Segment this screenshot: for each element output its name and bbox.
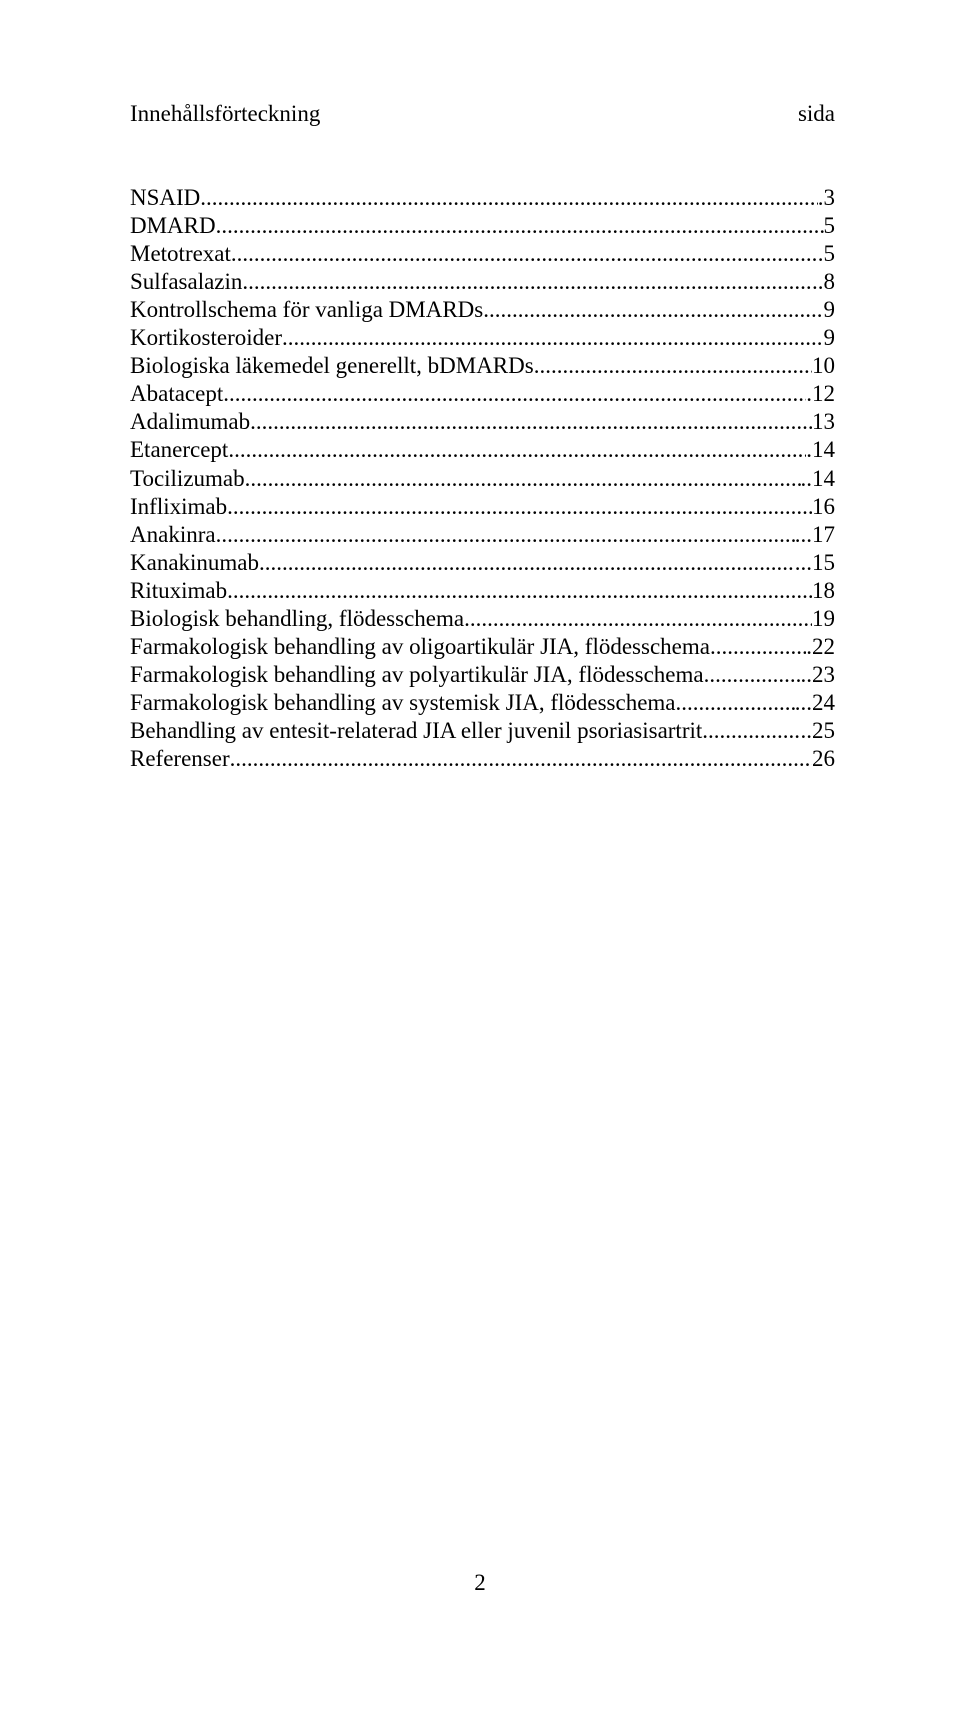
toc-label: Behandling av entesit-relaterad JIA elle… xyxy=(130,717,702,745)
toc-line: Tocilizumab ..14 xyxy=(130,465,835,493)
page: Innehållsförteckning sida NSAID.3DMARD5M… xyxy=(0,0,960,773)
toc-label: Kanakinumab xyxy=(130,549,259,577)
toc-line: Sulfasalazin ..8 xyxy=(130,268,835,296)
toc-leader xyxy=(227,577,812,605)
toc-leader xyxy=(228,436,806,464)
toc-label: Kortikosteroider xyxy=(130,324,282,352)
toc-page: 5 xyxy=(824,212,836,240)
toc-label: Abatacept xyxy=(130,380,223,408)
toc-page: 19 xyxy=(812,605,835,633)
toc-page: ..25 xyxy=(801,717,836,745)
toc-leader xyxy=(464,605,812,633)
toc-page: 18 xyxy=(812,577,835,605)
toc-leader xyxy=(282,324,823,352)
toc-leader xyxy=(230,745,812,773)
toc-label: Metotrexat xyxy=(130,240,231,268)
toc-line: Abatacept .12 xyxy=(130,380,835,408)
toc-leader xyxy=(216,521,795,549)
toc-leader xyxy=(259,549,795,577)
toc-page: 9 xyxy=(824,324,836,352)
toc-line: Referenser 26 xyxy=(130,745,835,773)
toc-page: .22 xyxy=(806,633,835,661)
toc-page: ...24 xyxy=(795,689,835,717)
toc-line: Infliximab 16 xyxy=(130,493,835,521)
toc-line: Rituximab 18 xyxy=(130,577,835,605)
toc-line: Biologiska läkemedel generellt, bDMARDs 1… xyxy=(130,352,835,380)
toc-leader xyxy=(227,493,812,521)
toc-line: Farmakologisk behandling av systemisk JI… xyxy=(130,689,835,717)
toc-leader xyxy=(483,296,823,324)
toc-label: Tocilizumab xyxy=(130,465,245,493)
toc-leader xyxy=(710,633,806,661)
page-number: 2 xyxy=(0,1570,960,1596)
toc-page: .3 xyxy=(818,184,835,212)
toc-page: .12 xyxy=(806,380,835,408)
toc-label: Adalimumab xyxy=(130,408,250,436)
toc-leader xyxy=(245,465,801,493)
toc-label: Kontrollschema för vanliga DMARDs xyxy=(130,296,483,324)
toc-line: Kanakinumab ...15 xyxy=(130,549,835,577)
toc-leader xyxy=(702,717,800,745)
toc-page: 13 xyxy=(812,408,835,436)
toc-page: 10 xyxy=(812,352,835,380)
toc-line: Behandling av entesit-relaterad JIA elle… xyxy=(130,717,835,745)
toc-page: ..23 xyxy=(801,661,836,689)
toc-label: Farmakologisk behandling av systemisk JI… xyxy=(130,689,676,717)
toc-page: 9 xyxy=(824,296,836,324)
toc-label: NSAID xyxy=(130,184,200,212)
toc-line: Adalimumab 13 xyxy=(130,408,835,436)
toc-label: DMARD xyxy=(130,212,216,240)
toc-label: Referenser xyxy=(130,745,230,773)
toc-label: Biologisk behandling, flödesschema xyxy=(130,605,464,633)
toc-label: Sulfasalazin xyxy=(130,268,242,296)
toc-label: Etanercept xyxy=(130,436,228,464)
toc-line: Kortikosteroider 9 xyxy=(130,324,835,352)
toc-title-right: sida xyxy=(798,100,835,128)
toc-page: .14 xyxy=(806,436,835,464)
toc-page: 16 xyxy=(812,493,835,521)
toc-leader xyxy=(223,380,806,408)
toc-line: Farmakologisk behandling av oligoartikul… xyxy=(130,633,835,661)
toc-page: ..8 xyxy=(812,268,835,296)
toc-leader xyxy=(676,689,795,717)
toc-leader xyxy=(534,352,812,380)
toc-line: NSAID .3 xyxy=(130,184,835,212)
toc-leader xyxy=(216,212,824,240)
toc-leader xyxy=(200,184,817,212)
toc-line: Kontrollschema för vanliga DMARDs 9 xyxy=(130,296,835,324)
toc-leader xyxy=(231,240,818,268)
toc-label: Anakinra xyxy=(130,521,216,549)
toc-label: Biologiska läkemedel generellt, bDMARDs xyxy=(130,352,534,380)
toc-line: Anakinra ...17 xyxy=(130,521,835,549)
toc-line: Etanercept .14 xyxy=(130,436,835,464)
toc-page: 26 xyxy=(812,745,835,773)
spacer xyxy=(130,156,835,184)
toc-page: ...17 xyxy=(795,521,835,549)
toc-line: DMARD 5 xyxy=(130,212,835,240)
toc-page: .5 xyxy=(818,240,835,268)
toc-title-left: Innehållsförteckning xyxy=(130,100,320,128)
toc-label: Rituximab xyxy=(130,577,227,605)
toc-label: Farmakologisk behandling av polyartikulä… xyxy=(130,661,704,689)
toc-line: Farmakologisk behandling av polyartikulä… xyxy=(130,661,835,689)
toc-leader xyxy=(242,268,812,296)
toc-leader xyxy=(704,661,801,689)
toc-title-row: Innehållsförteckning sida xyxy=(130,100,835,128)
toc-page: ..14 xyxy=(801,465,836,493)
toc-label: Infliximab xyxy=(130,493,227,521)
toc-leader xyxy=(250,408,812,436)
toc-page: ...15 xyxy=(795,549,835,577)
toc-label: Farmakologisk behandling av oligoartikul… xyxy=(130,633,710,661)
toc-line: Biologisk behandling, flödesschema 19 xyxy=(130,605,835,633)
toc-line: Metotrexat .5 xyxy=(130,240,835,268)
toc-list: NSAID .3 DMARD 5 Metotrexat .5 Sulfasalazin ..8… xyxy=(130,184,835,773)
